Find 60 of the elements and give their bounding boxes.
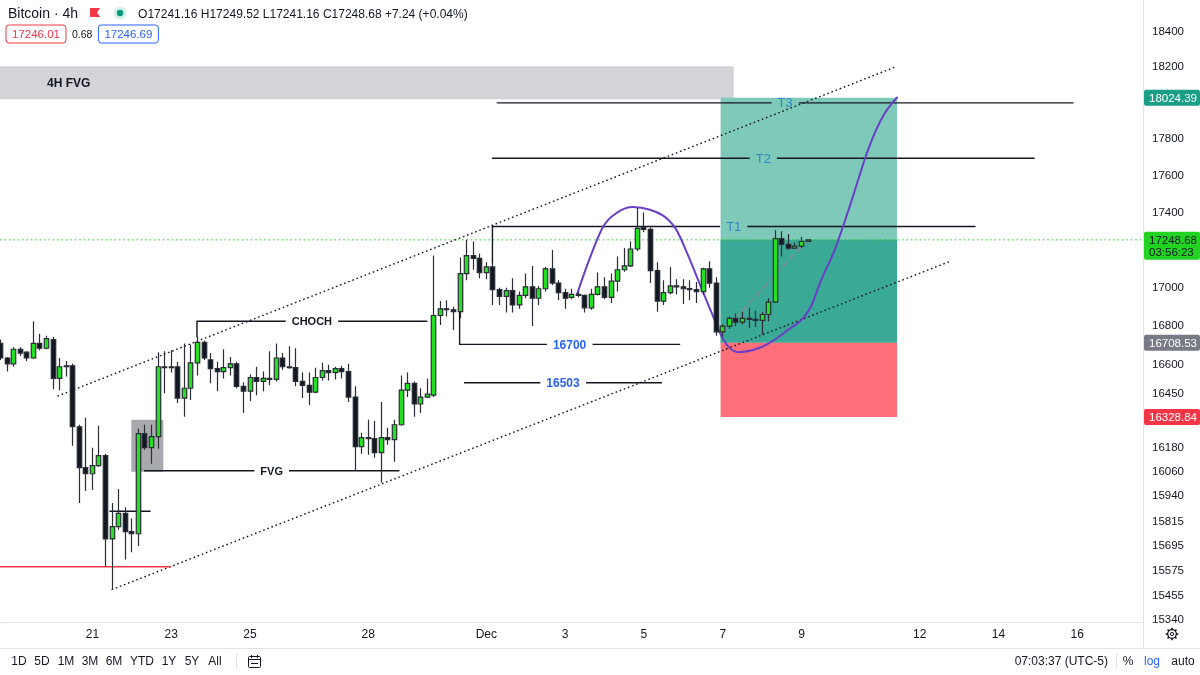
annotation: 17246.01 [12,28,60,41]
text: 6M [105,654,123,669]
x-tick-label: 9 [798,626,806,641]
text: auto [1171,654,1195,669]
text: 07:03:37 (UTC-5) [1014,654,1108,669]
x-tick-label: 3 [561,626,569,641]
ref-line-label: 17248.68 [1149,233,1197,246]
text: 1M [57,654,75,669]
annotation: 0.68 [71,27,93,40]
text: 03:56:23 [1149,245,1194,258]
series-label: T1 [726,219,742,235]
y-tick-label: 15340 [1152,613,1184,626]
x-tick-label: 21 [85,626,100,641]
series-label: CHOCH [291,315,333,328]
y-tick-label: 17400 [1152,205,1184,218]
text: 3M [81,654,99,669]
text: 18024.39 [1149,91,1197,104]
series-label: 16503 [546,375,581,390]
text: 5Y [184,654,200,669]
chart-title: Bitcoin · 4h [8,5,79,21]
series-label: 16700 [552,337,587,352]
y-tick-label: 18400 [1152,25,1184,38]
series-label: T3 [777,95,793,111]
annotation: 17246.69 [104,28,153,41]
y-tick-label: 16600 [1152,358,1184,370]
y-tick-label: 15815 [1152,514,1184,527]
y-tick-label: 18200 [1152,60,1184,73]
text: All [208,654,222,669]
x-tick-label: 5 [640,626,648,641]
text: 1D [11,654,27,669]
x-tick-label: 25 [243,626,257,641]
text: % [1122,654,1134,669]
y-tick-label: 17000 [1152,281,1184,294]
y-tick-label: 16800 [1152,319,1184,332]
text: 16328.84 [1149,411,1198,424]
annotation: 4H FVG [47,76,91,91]
y-tick-label: 16180 [1152,440,1184,453]
y-tick-label: 17600 [1152,168,1184,181]
text: 5D [34,654,50,669]
y-tick-label: 16450 [1152,387,1184,400]
x-tick-label: 14 [991,626,1006,641]
x-tick-label: 12 [913,626,927,641]
y-tick-label: 17800 [1152,132,1184,145]
series-label: T2 [755,150,771,166]
x-tick-label: Dec [475,626,498,641]
text: 1Y [161,654,177,669]
text: YTD [130,654,155,669]
y-tick-label: 15455 [1152,589,1184,602]
x-tick-label: 23 [164,626,179,641]
text: log [1143,654,1161,669]
y-tick-label: 15940 [1152,489,1184,502]
y-tick-label: 16060 [1152,464,1184,477]
y-tick-label: 15575 [1152,564,1184,577]
x-tick-label: 7 [719,626,727,641]
y-tick-label: 15695 [1152,539,1184,552]
series-label: FVG [260,464,283,477]
x-tick-label: 28 [361,626,376,641]
x-tick-label: 16 [1070,626,1085,641]
annotation: O17241.16 H17249.52 L17241.16 C17248.68 +7.24 (+0.04%) [138,7,468,21]
text: 16708.53 [1149,336,1197,349]
